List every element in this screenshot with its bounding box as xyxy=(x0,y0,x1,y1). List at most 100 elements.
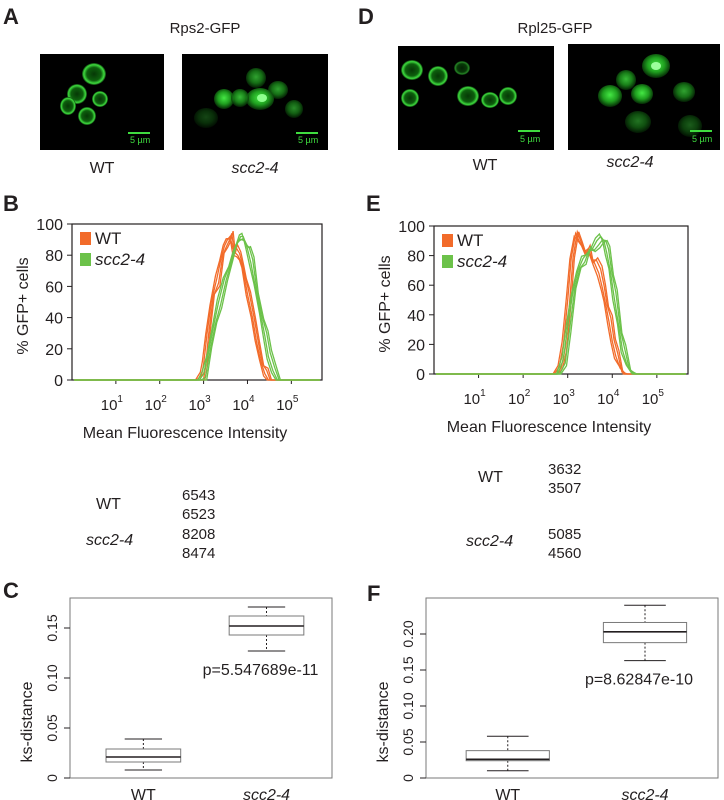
mfi-value: 5085 xyxy=(548,526,582,543)
y-axis-label: ks-distance xyxy=(19,681,36,762)
x-axis-label: Mean Fluorescence Intensity xyxy=(83,425,288,442)
mfi-value: 8474 xyxy=(182,545,216,562)
legend-swatch xyxy=(80,253,91,266)
p-value-annotation: p=8.62847e-10 xyxy=(585,672,693,689)
legend-label: WT xyxy=(95,229,121,248)
scale-bar-label: 5 µm xyxy=(692,134,713,144)
scale-bar xyxy=(690,130,712,132)
y-tick-label: 0 xyxy=(416,367,425,384)
y-tick-label: 0.20 xyxy=(400,620,416,647)
y-axis-label: % GFP+ cells xyxy=(377,255,394,352)
series-line xyxy=(74,237,320,381)
legend-label: scc2-4 xyxy=(457,252,507,271)
x-category-label: scc2-4 xyxy=(621,787,668,800)
box xyxy=(105,748,182,763)
x-tick-label: 104 xyxy=(597,388,620,408)
p-value-annotation: p=5.547689e-11 xyxy=(203,662,319,679)
micrograph-a-scc2: 5 µm xyxy=(182,54,328,150)
y-axis-label: % GFP+ cells xyxy=(15,257,32,354)
scale-bar xyxy=(296,132,318,134)
micrograph-d-scc2: 5 µm xyxy=(568,44,720,150)
panel-d-title: Rpl25-GFP xyxy=(517,20,593,37)
y-tick-label: 0.05 xyxy=(400,728,416,755)
mfi-value: 3632 xyxy=(548,461,582,478)
panel-label-a: A xyxy=(3,4,19,29)
x-tick-label: 104 xyxy=(232,394,255,414)
x-tick-label: 105 xyxy=(276,394,299,414)
x-tick-label: 103 xyxy=(553,388,576,408)
histogram-chart-e: 0 20 40 60 80 100 101 102 103 104 105 WT scc2-4 Mean … xyxy=(377,219,689,436)
y-tick-label: 80 xyxy=(407,249,425,266)
series-line xyxy=(74,235,320,381)
scale-bar-label: 5 µm xyxy=(298,135,319,145)
y-tick-label: 0.10 xyxy=(400,692,416,719)
y-tick-label: 20 xyxy=(407,337,425,354)
legend-label: scc2-4 xyxy=(95,250,145,269)
y-tick-label: 40 xyxy=(407,308,425,325)
panel-label-b: B xyxy=(3,191,19,216)
caption-d-wt: WT xyxy=(472,157,498,174)
series-line xyxy=(74,235,320,381)
x-tick-label: 103 xyxy=(188,394,211,414)
mfi-row-label: scc2-4 xyxy=(86,532,134,549)
series-line xyxy=(74,238,320,381)
mfi-value: 6543 xyxy=(182,487,216,504)
y-tick-label: 100 xyxy=(398,219,425,236)
box xyxy=(465,750,550,762)
x-tick-label: 102 xyxy=(508,388,531,408)
y-tick-label: 40 xyxy=(45,311,63,328)
boxplot-chart-f: 0 0.05 0.10 0.15 0.20 WT scc2-4 p=8.62847e-10 ks… xyxy=(375,597,719,800)
scale-bar-label: 5 µm xyxy=(520,134,541,144)
x-tick-label: 105 xyxy=(642,388,665,408)
legend-swatch xyxy=(442,255,453,268)
mfi-value: 6523 xyxy=(182,506,216,523)
mfi-value: 8208 xyxy=(182,526,216,543)
panel-label-f: F xyxy=(367,581,381,606)
legend-label: WT xyxy=(457,231,483,250)
mfi-row-label: WT xyxy=(478,469,503,486)
micrograph-d-wt: 5 µm xyxy=(398,46,554,150)
y-tick-label: 0.15 xyxy=(44,614,60,641)
x-tick-label: 101 xyxy=(101,394,124,414)
panel-label-e: E xyxy=(366,191,381,216)
histogram-chart-b: 0 20 40 60 80 100 101 102 103 104 105 WT scc2-4 Mean … xyxy=(15,217,323,442)
mfi-value: 4560 xyxy=(548,545,582,562)
y-tick-label: 60 xyxy=(45,279,63,296)
x-category-label: scc2-4 xyxy=(243,787,290,800)
mfi-row-label: scc2-4 xyxy=(466,533,514,550)
y-axis-label: ks-distance xyxy=(375,681,392,762)
boxplot-chart-c: 0 0.05 0.10 0.15 WT scc2-4 p=5.547689e-11 ks-di… xyxy=(19,597,333,800)
panel-label-d: D xyxy=(358,4,374,29)
series-line xyxy=(436,231,686,375)
series-line xyxy=(436,239,686,375)
y-tick-label: 80 xyxy=(45,248,63,265)
scale-bar-label: 5 µm xyxy=(130,135,151,145)
series-line xyxy=(436,239,686,375)
caption-d-scc2: scc2-4 xyxy=(606,154,654,171)
x-axis-label: Mean Fluorescence Intensity xyxy=(447,419,652,436)
y-tick-label: 0.05 xyxy=(44,714,60,741)
x-tick-label: 101 xyxy=(463,388,486,408)
plot-frame xyxy=(425,597,719,779)
y-tick-label: 0 xyxy=(44,774,60,782)
series-line xyxy=(436,235,686,375)
series-line xyxy=(436,232,686,375)
caption-a-scc2: scc2-4 xyxy=(231,160,279,177)
y-tick-label: 0.15 xyxy=(400,656,416,683)
legend-swatch xyxy=(80,232,91,245)
y-tick-label: 100 xyxy=(36,217,63,234)
panel-a-title: Rps2-GFP xyxy=(169,20,241,37)
plot-frame xyxy=(69,597,333,779)
x-tick-label: 102 xyxy=(145,394,168,414)
caption-a-wt: WT xyxy=(89,160,115,177)
series-line xyxy=(74,232,320,381)
y-tick-label: 0.10 xyxy=(44,664,60,691)
mfi-row-label: WT xyxy=(96,496,121,513)
panel-label-c: C xyxy=(3,578,19,603)
micrograph-a-wt: 5 µm xyxy=(40,54,164,150)
y-tick-label: 20 xyxy=(45,342,63,359)
y-tick-label: 0 xyxy=(54,373,63,390)
y-tick-label: 0 xyxy=(400,774,416,782)
scale-bar xyxy=(518,130,540,132)
y-tick-label: 60 xyxy=(407,278,425,295)
